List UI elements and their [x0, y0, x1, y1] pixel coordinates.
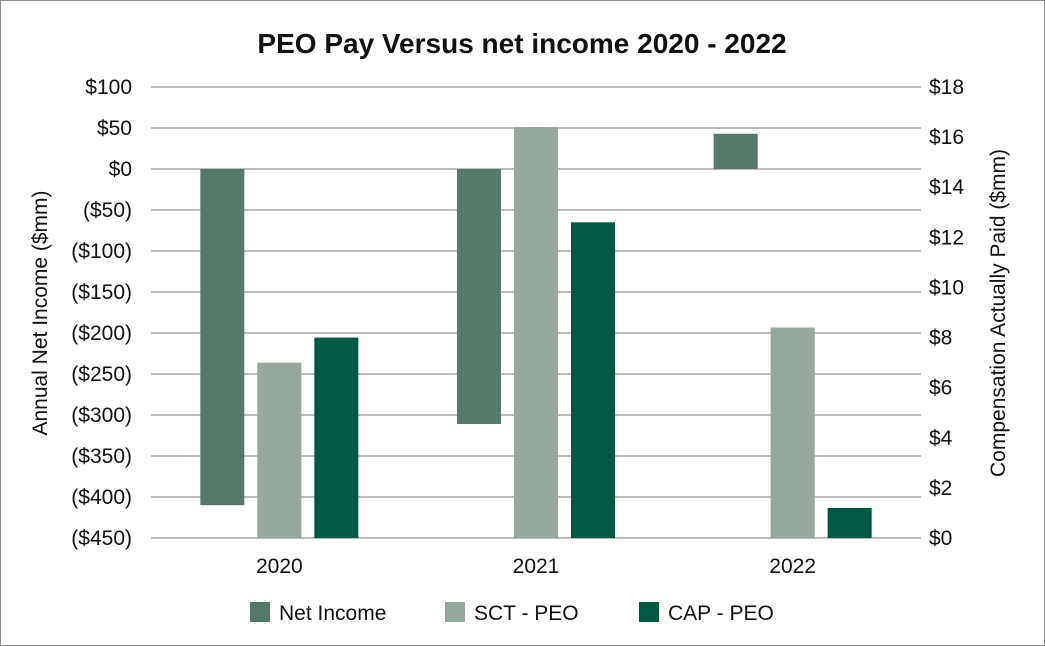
left-tick-label: ($150) — [71, 281, 132, 304]
bar-net-income-2020 — [200, 169, 245, 506]
x-axis-ticks: 2020 2021 2022 — [256, 555, 816, 578]
bar-sct-peo-2020 — [257, 362, 302, 538]
right-tick-label: $12 — [929, 226, 964, 249]
legend-swatch-net-income — [250, 602, 270, 622]
left-tick-label: $0 — [109, 158, 132, 181]
left-tick-label: ($200) — [71, 322, 132, 345]
left-tick-label: ($450) — [71, 527, 132, 550]
bar-sct-peo-2022 — [770, 327, 815, 538]
left-tick-label: ($350) — [71, 445, 132, 468]
bar-net-income-2022 — [713, 133, 758, 169]
right-tick-label: $14 — [929, 176, 964, 199]
bar-cap-peo-2022 — [827, 507, 872, 538]
left-tick-label: ($50) — [83, 199, 132, 222]
legend-label-sct-peo: SCT - PEO — [474, 602, 579, 625]
x-tick-label: 2020 — [256, 555, 303, 578]
legend-swatch-sct-peo — [445, 602, 465, 622]
left-tick-label: $100 — [85, 76, 132, 99]
left-axis-ticks: $100 $50 $0 ($50) ($100) ($150) ($200) ($250) ($… — [71, 76, 132, 550]
left-tick-label: ($300) — [71, 404, 132, 427]
left-tick-label: ($100) — [71, 240, 132, 263]
left-tick-label: ($250) — [71, 363, 132, 386]
right-tick-label: $0 — [929, 527, 952, 550]
left-tick-label: ($400) — [71, 486, 132, 509]
right-tick-label: $16 — [929, 126, 964, 149]
x-tick-label: 2022 — [769, 555, 816, 578]
right-tick-label: $8 — [929, 327, 952, 350]
bars — [200, 127, 872, 539]
right-tick-label: $2 — [929, 477, 952, 500]
legend-swatch-cap-peo — [639, 602, 659, 622]
bar-net-income-2021 — [457, 169, 501, 425]
legend: Net Income SCT - PEO CAP - PEO — [250, 602, 774, 625]
legend-label-net-income: Net Income — [279, 602, 386, 625]
right-tick-label: $4 — [929, 427, 953, 450]
left-axis-title: Annual Net Income ($mm) — [29, 190, 52, 435]
bar-sct-peo-2021 — [514, 127, 558, 538]
right-axis-ticks: $18 $16 $14 $12 $10 $8 $6 $4 $2 $0 — [929, 76, 964, 550]
legend-label-cap-peo: CAP - PEO — [668, 602, 774, 625]
x-tick-label: 2021 — [513, 555, 560, 578]
right-tick-label: $6 — [929, 377, 952, 400]
bar-cap-peo-2021 — [571, 222, 615, 539]
left-tick-label: $50 — [97, 117, 132, 140]
right-axis-title: Compensation Actually Paid ($mm) — [987, 149, 1010, 477]
chart-title: PEO Pay Versus net income 2020 - 2022 — [257, 28, 786, 59]
bar-cap-peo-2020 — [314, 337, 359, 538]
right-tick-label: $10 — [929, 276, 964, 299]
right-tick-label: $18 — [929, 76, 964, 99]
